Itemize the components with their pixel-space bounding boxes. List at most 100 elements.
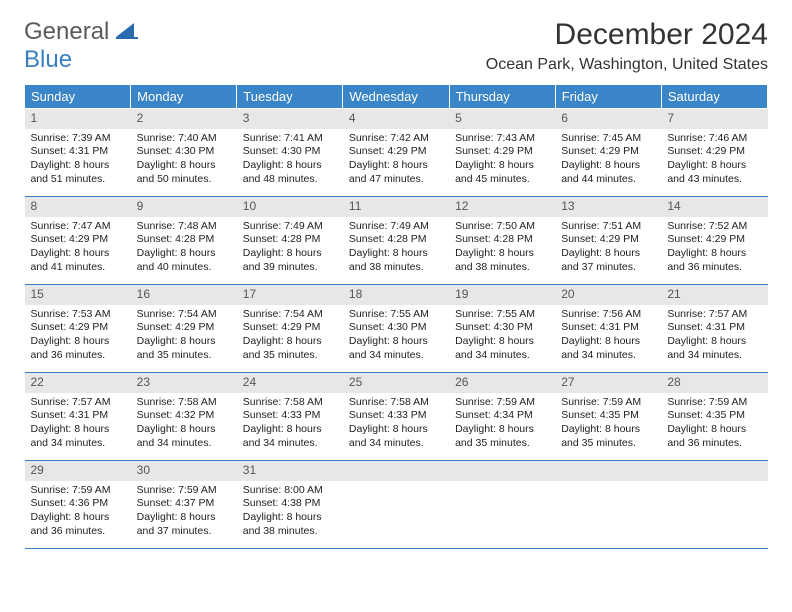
- logo-word2: Blue: [24, 46, 72, 73]
- day-number: 22: [25, 373, 131, 393]
- day-number: ·: [661, 461, 767, 481]
- day-body: Sunrise: 7:39 AMSunset: 4:31 PMDaylight:…: [25, 129, 131, 191]
- day-number: 24: [237, 373, 343, 393]
- sunrise-line: Sunrise: 7:59 AM: [455, 396, 549, 410]
- day-number: 23: [131, 373, 237, 393]
- sunrise-line: Sunrise: 7:57 AM: [31, 396, 125, 410]
- calendar-cell: 2 Sunrise: 7:40 AMSunset: 4:30 PMDaylight…: [131, 109, 237, 197]
- day-number: 27: [555, 373, 661, 393]
- day-body: Sunrise: 7:52 AMSunset: 4:29 PMDaylight:…: [661, 217, 767, 279]
- day-number: 13: [555, 197, 661, 217]
- day-number: 20: [555, 285, 661, 305]
- daylight-line: Daylight: 8 hours and 50 minutes.: [137, 159, 231, 186]
- sunrise-line: Sunrise: 7:46 AM: [667, 132, 761, 146]
- day-number: 26: [449, 373, 555, 393]
- calendar-cell: 29Sunrise: 7:59 AMSunset: 4:36 PMDayligh…: [25, 461, 131, 549]
- calendar-cell: 7Sunrise: 7:46 AMSunset: 4:29 PMDaylight…: [661, 109, 767, 197]
- calendar-cell: 17Sunrise: 7:54 AMSunset: 4:29 PMDayligh…: [237, 285, 343, 373]
- logo: General Blue: [24, 18, 138, 74]
- day-number: 11: [343, 197, 449, 217]
- day-number: 16: [131, 285, 237, 305]
- sunset-line: Sunset: 4:31 PM: [31, 145, 125, 159]
- sunset-line: Sunset: 4:29 PM: [137, 321, 231, 335]
- daylight-line: Daylight: 8 hours and 44 minutes.: [561, 159, 655, 186]
- day-number: 12: [449, 197, 555, 217]
- day-number: 7: [661, 109, 767, 129]
- daylight-line: Daylight: 8 hours and 41 minutes.: [31, 247, 125, 274]
- sunrise-line: Sunrise: 7:39 AM: [31, 132, 125, 146]
- sunset-line: Sunset: 4:35 PM: [667, 409, 761, 423]
- sunrise-line: Sunrise: 7:59 AM: [31, 484, 125, 498]
- sunset-line: Sunset: 4:37 PM: [137, 497, 231, 511]
- sunset-line: Sunset: 4:29 PM: [561, 233, 655, 247]
- sunset-line: Sunset: 4:29 PM: [349, 145, 443, 159]
- calendar-cell: 22Sunrise: 7:57 AMSunset: 4:31 PMDayligh…: [25, 373, 131, 461]
- calendar-cell-empty: ·: [555, 461, 661, 549]
- sunset-line: Sunset: 4:34 PM: [455, 409, 549, 423]
- day-body: Sunrise: 7:42 AMSunset: 4:29 PMDaylight:…: [343, 129, 449, 191]
- day-number: 4: [343, 109, 449, 129]
- calendar-week: 15Sunrise: 7:53 AMSunset: 4:29 PMDayligh…: [25, 285, 768, 373]
- sunrise-line: Sunrise: 7:59 AM: [667, 396, 761, 410]
- day-body: Sunrise: 7:59 AMSunset: 4:36 PMDaylight:…: [25, 481, 131, 543]
- calendar-cell-empty: ·: [343, 461, 449, 549]
- calendar-cell: 3Sunrise: 7:41 AMSunset: 4:30 PMDaylight…: [237, 109, 343, 197]
- sunset-line: Sunset: 4:31 PM: [561, 321, 655, 335]
- location-subtitle: Ocean Park, Washington, United States: [486, 56, 768, 74]
- calendar-cell: 14Sunrise: 7:52 AMSunset: 4:29 PMDayligh…: [661, 197, 767, 285]
- sunrise-line: Sunrise: 7:43 AM: [455, 132, 549, 146]
- day-body: Sunrise: 7:49 AMSunset: 4:28 PMDaylight:…: [343, 217, 449, 279]
- sunset-line: Sunset: 4:36 PM: [31, 497, 125, 511]
- day-body: Sunrise: 7:46 AMSunset: 4:29 PMDaylight:…: [661, 129, 767, 191]
- daylight-line: Daylight: 8 hours and 36 minutes.: [667, 247, 761, 274]
- sunrise-line: Sunrise: 7:40 AM: [137, 132, 231, 146]
- calendar-table: SundayMondayTuesdayWednesdayThursdayFrid…: [24, 84, 768, 549]
- day-body: Sunrise: 7:50 AMSunset: 4:28 PMDaylight:…: [449, 217, 555, 279]
- sunset-line: Sunset: 4:29 PM: [667, 233, 761, 247]
- day-body: Sunrise: 7:56 AMSunset: 4:31 PMDaylight:…: [555, 305, 661, 367]
- daylight-line: Daylight: 8 hours and 34 minutes.: [349, 335, 443, 362]
- sunrise-line: Sunrise: 7:55 AM: [349, 308, 443, 322]
- sunset-line: Sunset: 4:30 PM: [137, 145, 231, 159]
- sunrise-line: Sunrise: 7:48 AM: [137, 220, 231, 234]
- day-body: Sunrise: 7:49 AMSunset: 4:28 PMDaylight:…: [237, 217, 343, 279]
- day-number: 8: [25, 197, 131, 217]
- day-header: Sunday: [25, 85, 131, 109]
- page-title: December 2024: [486, 18, 768, 52]
- calendar-week: 1Sunrise: 7:39 AMSunset: 4:31 PMDaylight…: [25, 109, 768, 197]
- sunrise-line: Sunrise: 7:58 AM: [349, 396, 443, 410]
- calendar-cell: 4Sunrise: 7:42 AMSunset: 4:29 PMDaylight…: [343, 109, 449, 197]
- calendar-cell: 31Sunrise: 8:00 AMSunset: 4:38 PMDayligh…: [237, 461, 343, 549]
- sunrise-line: Sunrise: 7:49 AM: [243, 220, 337, 234]
- daylight-line: Daylight: 8 hours and 40 minutes.: [137, 247, 231, 274]
- day-body: Sunrise: 7:57 AMSunset: 4:31 PMDaylight:…: [661, 305, 767, 367]
- sunset-line: Sunset: 4:33 PM: [243, 409, 337, 423]
- day-body: Sunrise: 7:59 AMSunset: 4:35 PMDaylight:…: [555, 393, 661, 455]
- day-header: Wednesday: [343, 85, 449, 109]
- sunset-line: Sunset: 4:28 PM: [243, 233, 337, 247]
- day-number: 2: [131, 109, 237, 129]
- calendar-head: SundayMondayTuesdayWednesdayThursdayFrid…: [25, 85, 768, 109]
- calendar-week: 22Sunrise: 7:57 AMSunset: 4:31 PMDayligh…: [25, 373, 768, 461]
- sunset-line: Sunset: 4:29 PM: [667, 145, 761, 159]
- sunrise-line: Sunrise: 8:00 AM: [243, 484, 337, 498]
- daylight-line: Daylight: 8 hours and 47 minutes.: [349, 159, 443, 186]
- day-body: Sunrise: 7:57 AMSunset: 4:31 PMDaylight:…: [25, 393, 131, 455]
- day-body: Sunrise: 7:58 AMSunset: 4:33 PMDaylight:…: [343, 393, 449, 455]
- day-body: Sunrise: 7:55 AMSunset: 4:30 PMDaylight:…: [343, 305, 449, 367]
- day-body: Sunrise: 8:00 AMSunset: 4:38 PMDaylight:…: [237, 481, 343, 543]
- sunrise-line: Sunrise: 7:57 AM: [667, 308, 761, 322]
- daylight-line: Daylight: 8 hours and 34 minutes.: [243, 423, 337, 450]
- daylight-line: Daylight: 8 hours and 36 minutes.: [667, 423, 761, 450]
- calendar-cell: 10Sunrise: 7:49 AMSunset: 4:28 PMDayligh…: [237, 197, 343, 285]
- daylight-line: Daylight: 8 hours and 34 minutes.: [31, 423, 125, 450]
- calendar-cell: 5Sunrise: 7:43 AMSunset: 4:29 PMDaylight…: [449, 109, 555, 197]
- calendar-cell-empty: ·: [449, 461, 555, 549]
- sunrise-line: Sunrise: 7:52 AM: [667, 220, 761, 234]
- logo-text: General Blue: [24, 18, 138, 74]
- calendar-cell: 18Sunrise: 7:55 AMSunset: 4:30 PMDayligh…: [343, 285, 449, 373]
- daylight-line: Daylight: 8 hours and 38 minutes.: [243, 511, 337, 538]
- calendar-cell: 19Sunrise: 7:55 AMSunset: 4:30 PMDayligh…: [449, 285, 555, 373]
- daylight-line: Daylight: 8 hours and 35 minutes.: [561, 423, 655, 450]
- day-number: 19: [449, 285, 555, 305]
